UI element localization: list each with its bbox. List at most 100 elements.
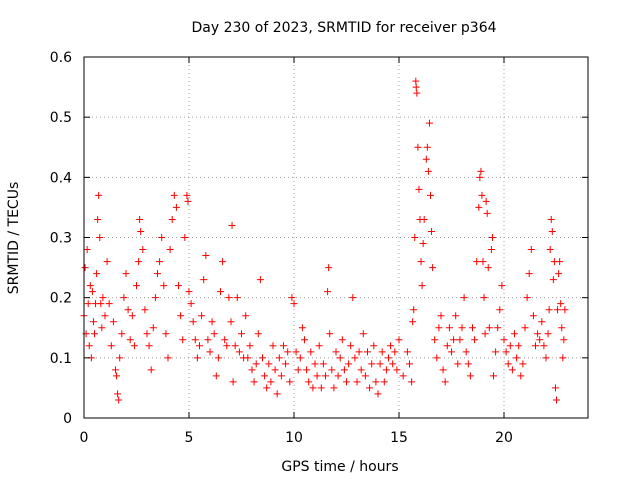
data-point: [271, 366, 279, 374]
data-point: [417, 258, 425, 266]
x-tick-label: 20: [495, 430, 513, 446]
data-point: [424, 167, 432, 175]
data-point: [466, 372, 474, 380]
data-point: [91, 330, 98, 338]
data-point: [154, 270, 161, 278]
data-point: [412, 83, 420, 91]
data-point: [126, 336, 134, 344]
data-point: [484, 264, 492, 272]
data-point: [309, 384, 317, 392]
y-tick-label: 0.1: [50, 351, 72, 367]
data-point: [202, 252, 210, 260]
data-point: [235, 348, 243, 356]
data-point: [508, 366, 516, 374]
data-point: [389, 360, 397, 368]
data-point: [139, 246, 147, 254]
data-point: [338, 336, 346, 344]
data-point: [305, 378, 313, 386]
data-point: [189, 318, 197, 326]
data-point: [114, 390, 122, 398]
data-point: [210, 330, 218, 338]
data-point: [200, 276, 208, 284]
y-axis-label: SRMTID / TECUs: [6, 182, 22, 295]
data-point: [496, 306, 504, 314]
data-point: [166, 246, 174, 254]
data-point: [122, 270, 130, 278]
data-point: [263, 384, 271, 392]
data-point: [184, 197, 192, 205]
data-point: [99, 294, 107, 302]
data-point: [519, 360, 527, 368]
data-point: [290, 300, 298, 308]
data-point: [219, 258, 227, 266]
data-point: [206, 348, 214, 356]
data-point: [112, 366, 119, 374]
data-point: [265, 360, 273, 368]
data-point: [469, 324, 476, 332]
data-point: [242, 312, 250, 320]
data-point: [477, 167, 485, 175]
data-point: [133, 282, 140, 290]
data-point: [275, 354, 283, 362]
data-point: [269, 342, 277, 350]
data-point: [561, 306, 569, 314]
data-points: [80, 77, 569, 404]
data-point: [366, 384, 374, 392]
data-point: [248, 366, 256, 374]
data-point: [450, 336, 458, 344]
data-point: [411, 234, 419, 241]
data-point: [336, 354, 344, 362]
data-point: [494, 324, 502, 332]
data-point: [523, 294, 531, 302]
y-tick-label: 0.2: [50, 291, 72, 307]
data-point: [545, 306, 553, 314]
data-point: [326, 330, 334, 338]
data-point: [538, 318, 546, 326]
data-point: [172, 203, 180, 211]
data-point: [554, 306, 562, 314]
data-point: [227, 318, 235, 326]
data-point: [529, 312, 537, 320]
data-point: [101, 312, 109, 320]
data-point: [135, 258, 143, 266]
data-point: [252, 360, 260, 368]
data-point: [355, 348, 363, 356]
data-point: [357, 366, 365, 374]
data-point: [319, 360, 327, 368]
data-point: [448, 348, 455, 356]
data-point: [353, 378, 361, 386]
data-point: [422, 155, 430, 163]
data-point: [547, 215, 555, 223]
data-point: [332, 348, 340, 356]
data-point: [282, 360, 290, 368]
data-point: [109, 318, 117, 326]
data-point: [471, 336, 479, 344]
data-point: [307, 348, 315, 356]
data-point: [418, 282, 426, 290]
data-point: [103, 258, 111, 266]
data-point: [345, 360, 353, 368]
data-point: [456, 336, 464, 344]
data-point: [93, 270, 101, 278]
data-point: [136, 215, 144, 223]
data-point: [156, 258, 164, 266]
data-point: [544, 330, 552, 338]
data-point: [94, 215, 102, 223]
data-point: [145, 342, 153, 350]
data-point: [88, 288, 96, 296]
data-point: [452, 312, 460, 320]
data-point: [137, 227, 145, 235]
data-point: [412, 77, 420, 85]
data-point: [162, 330, 170, 338]
data-point: [439, 366, 447, 374]
data-point: [478, 191, 486, 199]
data-point: [479, 258, 487, 266]
data-point: [385, 354, 392, 362]
x-tick-label: 15: [390, 430, 408, 446]
data-point: [183, 191, 191, 199]
y-tick-label: 0.4: [50, 170, 72, 186]
y-tick-label: 0: [63, 411, 72, 427]
data-point: [170, 191, 178, 199]
x-tick-label: 0: [80, 430, 89, 446]
